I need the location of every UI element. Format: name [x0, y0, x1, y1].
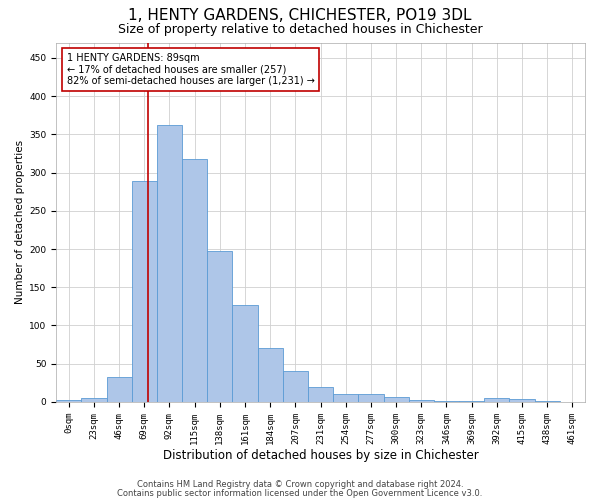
- Bar: [509, 399, 535, 402]
- Bar: [207, 252, 232, 402]
- Y-axis label: Number of detached properties: Number of detached properties: [15, 140, 25, 304]
- Text: Contains public sector information licensed under the Open Government Licence v3: Contains public sector information licen…: [118, 488, 482, 498]
- Bar: [308, 386, 333, 402]
- Bar: [409, 400, 434, 402]
- Bar: [157, 125, 182, 402]
- Bar: [333, 394, 358, 402]
- Text: Contains HM Land Registry data © Crown copyright and database right 2024.: Contains HM Land Registry data © Crown c…: [137, 480, 463, 489]
- Bar: [383, 396, 409, 402]
- Bar: [182, 159, 207, 402]
- Bar: [131, 181, 157, 402]
- Bar: [358, 394, 383, 402]
- Bar: [82, 398, 107, 402]
- Text: 1, HENTY GARDENS, CHICHESTER, PO19 3DL: 1, HENTY GARDENS, CHICHESTER, PO19 3DL: [128, 8, 472, 22]
- Bar: [535, 401, 560, 402]
- Bar: [283, 372, 308, 402]
- Bar: [459, 401, 484, 402]
- Bar: [107, 376, 131, 402]
- X-axis label: Distribution of detached houses by size in Chichester: Distribution of detached houses by size …: [163, 450, 478, 462]
- Bar: [484, 398, 509, 402]
- Bar: [56, 400, 82, 402]
- Bar: [434, 401, 459, 402]
- Text: 1 HENTY GARDENS: 89sqm
← 17% of detached houses are smaller (257)
82% of semi-de: 1 HENTY GARDENS: 89sqm ← 17% of detached…: [67, 54, 314, 86]
- Bar: [232, 305, 257, 402]
- Bar: [257, 348, 283, 402]
- Text: Size of property relative to detached houses in Chichester: Size of property relative to detached ho…: [118, 22, 482, 36]
